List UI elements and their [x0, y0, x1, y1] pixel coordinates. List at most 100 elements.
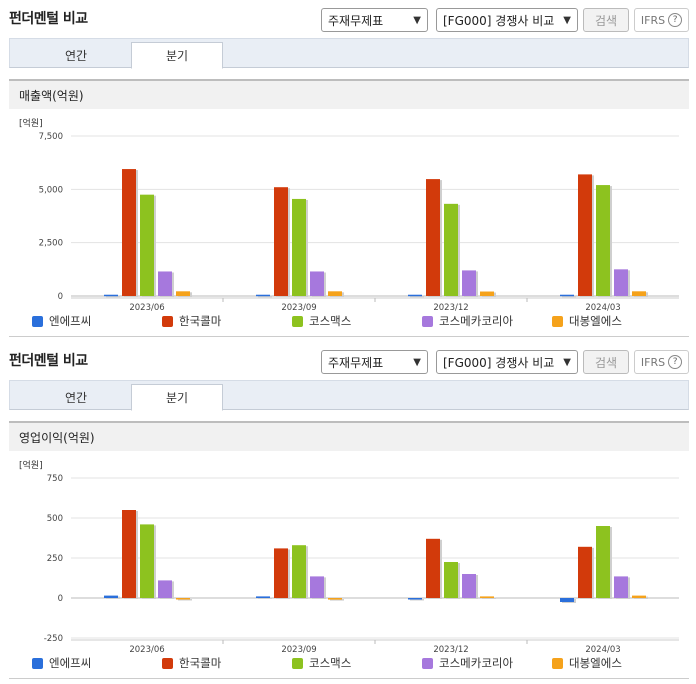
bar-shadow [106, 295, 120, 298]
bar [632, 595, 646, 598]
bar [122, 510, 136, 598]
operating-profit-bar-chart: [억원] -250 0 250 500 750 2023/06 2023/09 2023/12 2… [19, 459, 679, 654]
bar [292, 198, 306, 296]
bar [426, 538, 440, 598]
legend-swatch [162, 315, 173, 327]
legend-label: 한국콜마 [179, 314, 222, 328]
legend-item[interactable]: 대봉엘에스 [552, 655, 622, 671]
bar-shadow [258, 295, 272, 298]
legend-label: 코스맥스 [309, 656, 352, 670]
bar [560, 598, 574, 602]
legend-label: 대봉엘에스 [569, 656, 622, 670]
search-button[interactable]: 검색 [583, 350, 629, 374]
tab-annual[interactable]: 연간 [64, 49, 88, 63]
x-tick-label: 2023/06 [129, 303, 164, 312]
bar [176, 291, 190, 296]
ifrs-button[interactable]: IFRS ? [634, 8, 689, 32]
bar [444, 562, 458, 598]
bar-shadow [482, 597, 496, 599]
y-tick-label: 0 [58, 594, 63, 604]
legend-swatch [292, 315, 303, 327]
bar [480, 291, 494, 296]
chevron-down-icon: ▼ [413, 356, 421, 368]
bar [122, 169, 136, 296]
revenue-bar-chart: [억원] 0 2,500 5,000 7,500 2023/06 2023/09 2023/1… [19, 117, 679, 312]
bar [614, 269, 628, 296]
bar [256, 294, 270, 297]
legend-label: 대봉엘에스 [569, 314, 622, 328]
y-tick-label: 750 [47, 474, 63, 484]
bar [462, 574, 476, 598]
legend-item[interactable]: 코스맥스 [292, 655, 351, 671]
statement-select-value: 주재무제표 [328, 355, 384, 370]
legend-item[interactable]: 대봉엘에스 [552, 313, 622, 329]
y-tick-label: 5,000 [39, 185, 63, 195]
x-tick-label: 2023/12 [433, 645, 468, 654]
bar [408, 598, 422, 600]
ifrs-button[interactable]: IFRS ? [634, 350, 689, 374]
bar [104, 595, 118, 598]
bar [158, 271, 172, 296]
bar [176, 598, 190, 600]
legend-item[interactable]: 코스메카코리아 [422, 313, 513, 329]
tab-annual[interactable]: 연간 [64, 391, 88, 405]
chart-legend: 엔에프씨 한국콜마 코스맥스 코스메카코리아 대봉엘에스 [22, 313, 682, 329]
legend-item[interactable]: 코스맥스 [292, 313, 351, 329]
bar [256, 596, 270, 598]
bar-shadow [258, 597, 272, 599]
x-tick-label: 2023/09 [281, 645, 316, 654]
bar-shadow [410, 599, 424, 601]
bar [462, 270, 476, 296]
unit-label: [억원] [19, 459, 43, 471]
bar [632, 291, 646, 296]
y-tick-label: -250 [44, 634, 63, 644]
period-tabs: 연간 분기 [9, 38, 689, 69]
bar [560, 294, 574, 297]
legend-item[interactable]: 코스메카코리아 [422, 655, 513, 671]
bar [578, 546, 592, 598]
bar [578, 174, 592, 296]
bar [408, 294, 422, 297]
legend-label: 한국콜마 [179, 656, 222, 670]
metric-label: 영업이익(억원) [19, 430, 95, 445]
legend-label: 엔에프씨 [49, 656, 92, 670]
bar [328, 598, 342, 600]
section-divider [9, 336, 689, 337]
compare-select-value: [FG000] 경쟁사 비교 [443, 355, 555, 370]
chevron-down-icon: ▼ [563, 14, 571, 26]
legend-label: 코스맥스 [309, 314, 352, 328]
section-title: 펀더멘털 비교 [9, 11, 88, 27]
legend-swatch [32, 315, 43, 327]
bar [328, 291, 342, 296]
y-tick-label: 0 [58, 292, 63, 302]
bar [292, 545, 306, 598]
legend-swatch [32, 657, 43, 669]
legend-item[interactable]: 엔에프씨 [32, 655, 91, 671]
legend-label: 엔에프씨 [49, 314, 92, 328]
statement-select[interactable]: 주재무제표 ▼ [321, 350, 428, 374]
bar [274, 187, 288, 296]
chevron-down-icon: ▼ [413, 14, 421, 26]
tab-quarterly[interactable]: 분기 [131, 42, 223, 69]
compare-select[interactable]: [FG000] 경쟁사 비교 ▼ [436, 350, 578, 374]
statement-select[interactable]: 주재무제표 ▼ [321, 8, 428, 32]
unit-label: [억원] [19, 117, 43, 129]
tab-quarterly[interactable]: 분기 [131, 384, 223, 411]
question-circle-icon: ? [668, 355, 683, 369]
legend-item[interactable]: 엔에프씨 [32, 313, 91, 329]
y-tick-label: 7,500 [39, 132, 63, 142]
bar [274, 548, 288, 598]
bar [426, 179, 440, 296]
legend-swatch [162, 657, 173, 669]
x-tick-label: 2024/03 [585, 645, 620, 654]
bar-shadow [330, 599, 344, 601]
compare-select[interactable]: [FG000] 경쟁사 비교 ▼ [436, 8, 578, 32]
search-button[interactable]: 검색 [583, 8, 629, 32]
bar-shadow [562, 295, 576, 298]
bar [310, 271, 324, 296]
bar [140, 194, 154, 296]
legend-item[interactable]: 한국콜마 [162, 313, 221, 329]
legend-item[interactable]: 한국콜마 [162, 655, 221, 671]
legend-label: 코스메카코리아 [439, 656, 514, 670]
chart-legend: 엔에프씨 한국콜마 코스맥스 코스메카코리아 대봉엘에스 [22, 655, 682, 671]
